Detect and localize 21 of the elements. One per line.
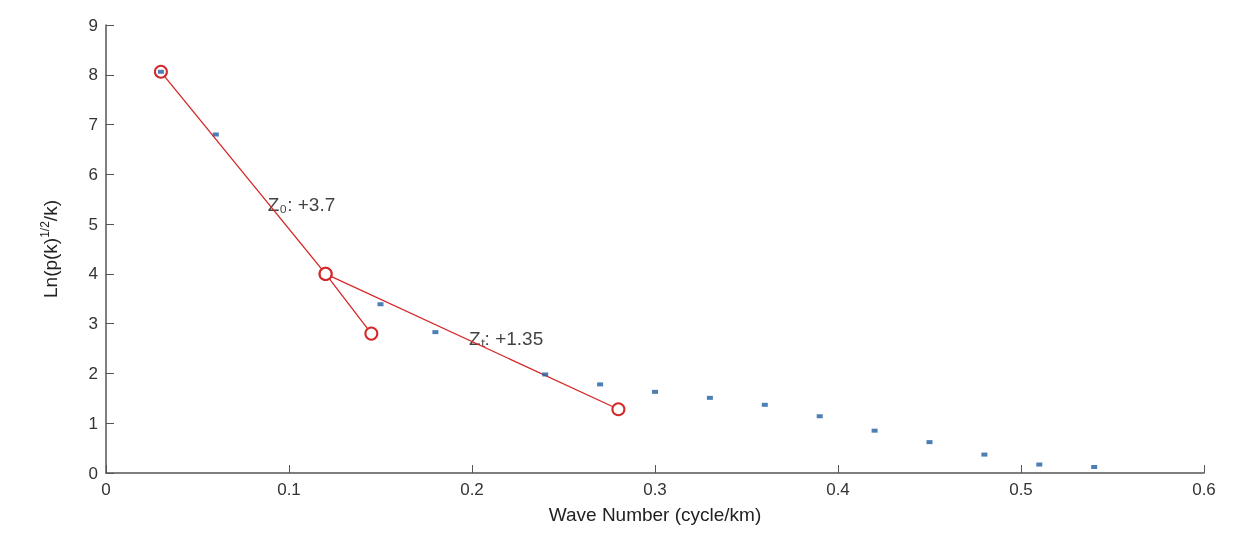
x-tick-label: 0.6 [1192,480,1216,499]
x-tick-label: 0.1 [277,480,301,499]
y-tick-label: 5 [88,214,98,234]
x-tick-label: 0.3 [643,480,667,499]
y-axis-title: Ln(p(k)1/2/k) [38,200,61,298]
x-tick-label: 0 [101,480,111,499]
y-tick-label: 6 [88,164,98,184]
y-tick-label: 7 [88,115,98,135]
y-tick-label: 9 [88,15,98,35]
annotation: Z₀: +3.7 [267,193,336,215]
y-tick-label: 1 [88,413,98,433]
y-tick-label: 4 [88,264,98,284]
y-tick-label: 0 [88,463,98,483]
annotation: Zₜ: +1.35 [469,328,544,350]
x-tick-label: 0.5 [1009,480,1033,499]
x-axis-title: Wave Number (cycle/km) [548,504,762,525]
y-tick-label: 3 [88,314,98,334]
y-tick-label: 2 [88,363,98,383]
x-tick-label: 0.2 [460,480,484,499]
y-tick-label: 8 [88,65,98,85]
x-tick-label: 0.4 [826,480,850,499]
